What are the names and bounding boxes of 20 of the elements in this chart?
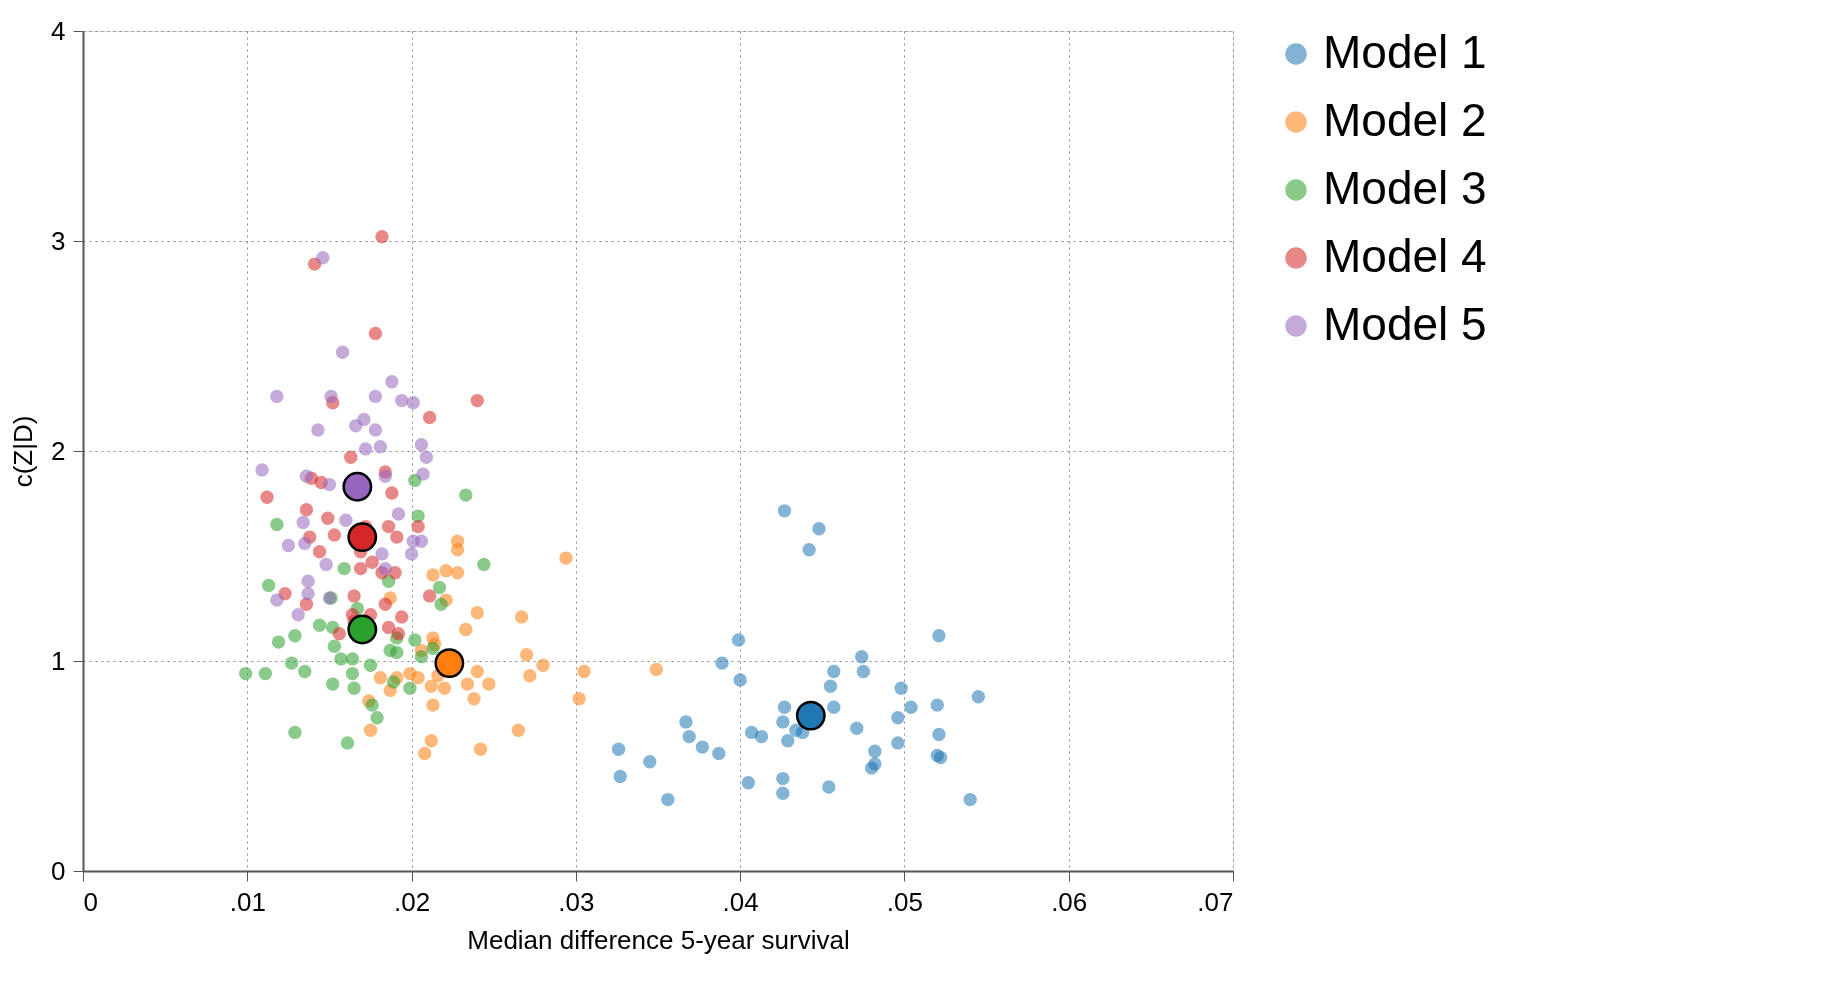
legend-label: Model 1	[1323, 26, 1487, 78]
x-tick-label: .04	[722, 886, 759, 917]
legend-label: Model 2	[1323, 94, 1487, 146]
y-tick-label: 4	[51, 15, 66, 46]
x-tick-label: .07	[1197, 886, 1234, 917]
legend-label: Model 3	[1323, 162, 1487, 214]
x-tick-label: .03	[558, 886, 595, 917]
legend-label: Model 4	[1323, 230, 1487, 282]
x-axis-title: Median difference 5-year survival	[467, 924, 850, 955]
x-tick-label: .05	[886, 886, 924, 917]
x-tick-label: .06	[1051, 886, 1088, 917]
legend-label: Model 5	[1323, 298, 1487, 350]
y-tick-label: 0	[51, 855, 66, 886]
x-tick-label: .02	[393, 886, 431, 917]
y-tick-label: 1	[51, 645, 66, 676]
x-tick-label: 0	[83, 886, 98, 917]
y-tick-label: 2	[51, 435, 66, 466]
y-axis-title: c(Z|D)	[8, 415, 39, 488]
y-tick-label: 3	[51, 225, 66, 256]
x-tick-label: .01	[229, 886, 266, 917]
